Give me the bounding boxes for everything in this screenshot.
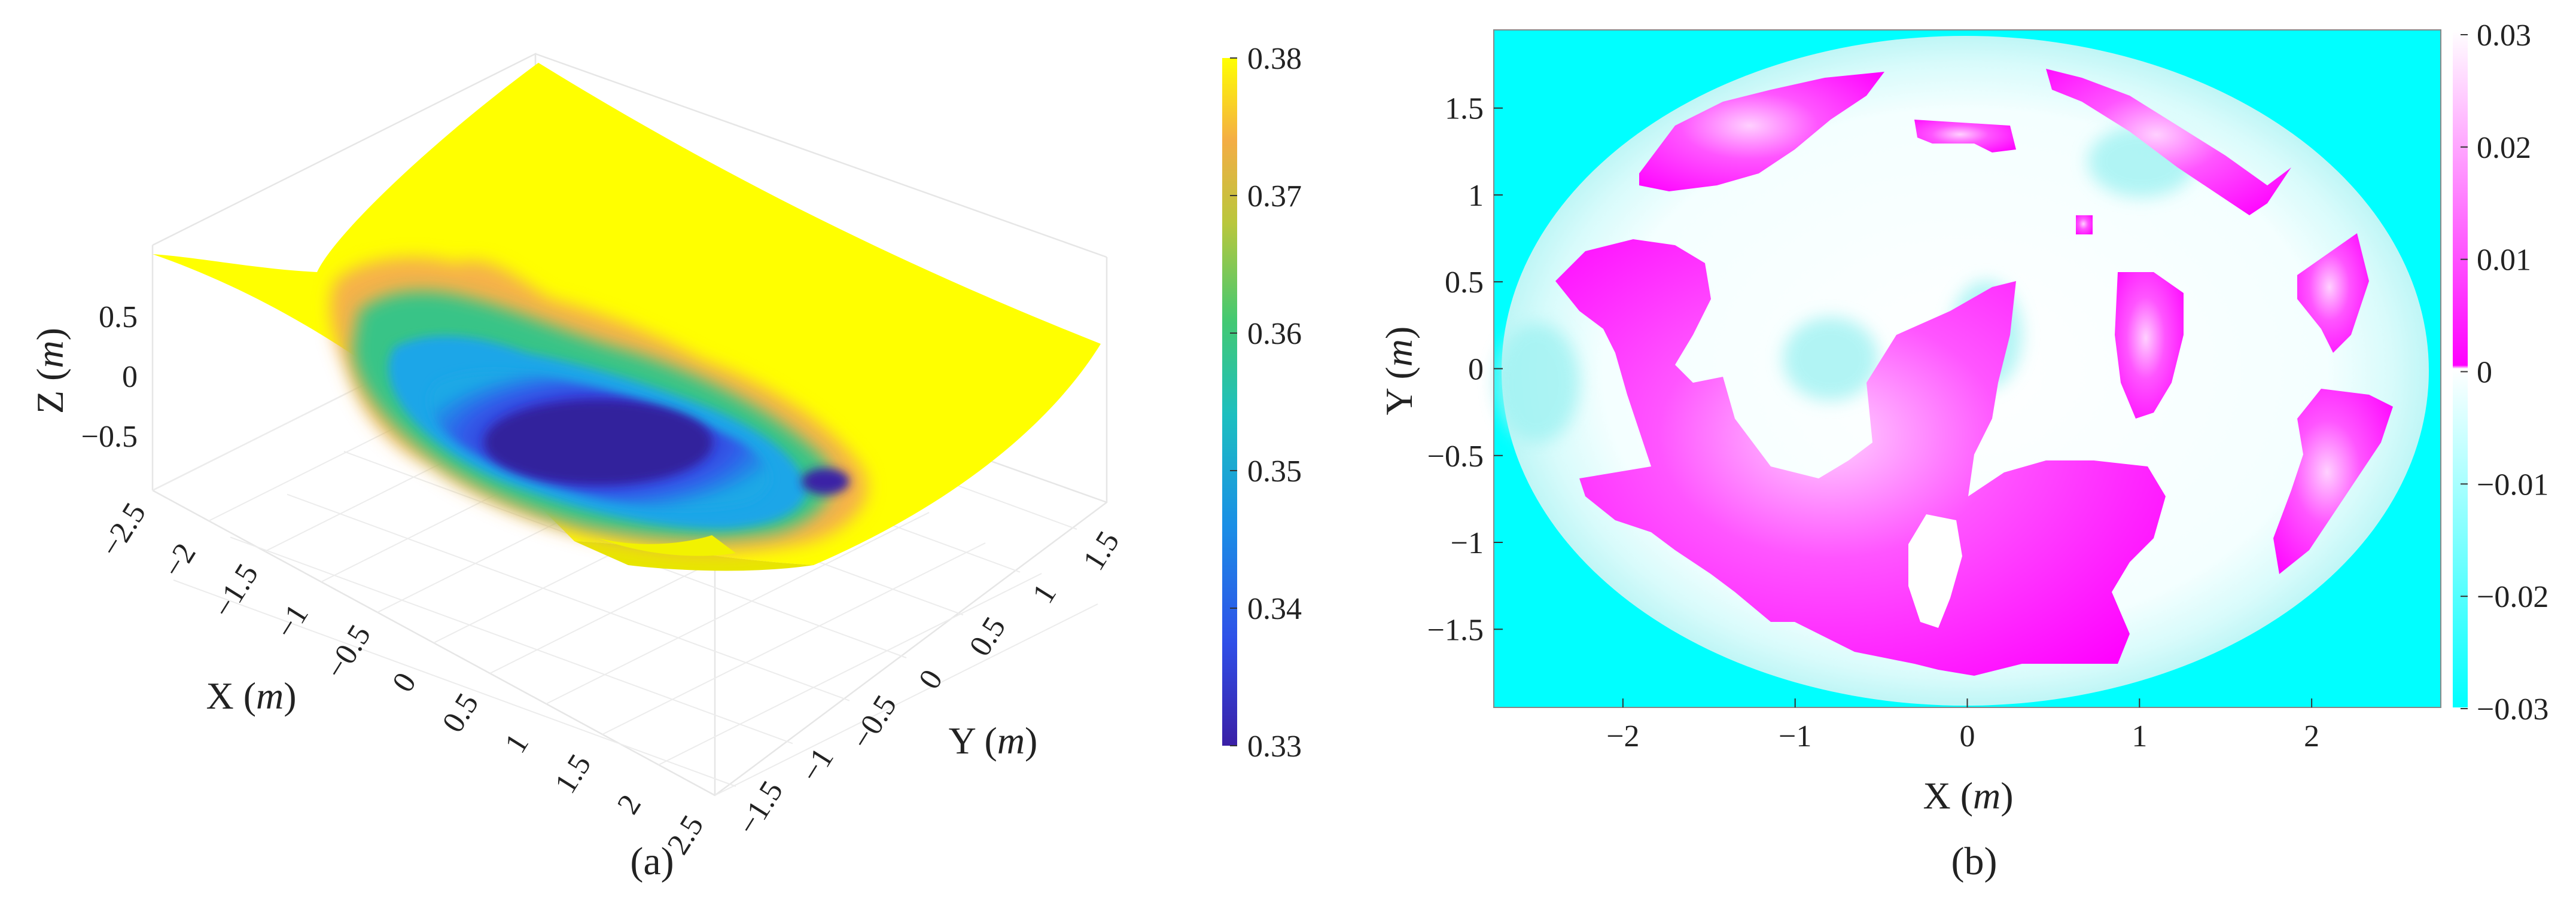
pink-main — [1555, 239, 2166, 676]
pink-right-low — [2273, 389, 2393, 574]
y-axis-label-b: Y (m) — [1378, 327, 1420, 416]
colorbar-tick-label: 0.34 — [1247, 592, 1302, 626]
x-tick-label: 2 — [611, 789, 648, 820]
pink-top-right — [2046, 69, 2291, 215]
x-tick-label: 0.5 — [436, 688, 486, 739]
y-tick-label: 1.5 — [1077, 526, 1126, 576]
x-tick-label: −1 — [269, 599, 315, 645]
y-tick-label: 1 — [1026, 578, 1063, 609]
x-tick-label: −2.5 — [94, 497, 153, 563]
pink-regions — [1555, 69, 2393, 676]
x-tick-label-b: 1 — [2132, 719, 2147, 753]
pink-top-mid — [1914, 120, 2016, 152]
z-tick-label: 0 — [122, 360, 138, 394]
pink-far-right — [2297, 233, 2369, 353]
y-tick-label-b: −1.5 — [1427, 613, 1484, 647]
x-tick-label: 0 — [386, 667, 423, 698]
grid-line-y — [287, 493, 850, 701]
grid-line-x — [714, 603, 1098, 796]
colorbar-tick-label-b: 0.03 — [2477, 19, 2531, 53]
panel-b-label: (b) — [1951, 840, 1998, 883]
colorbar-tick-label-b: 0 — [2477, 356, 2492, 390]
grid-line-x — [546, 512, 930, 704]
grid-line-x — [658, 573, 1042, 765]
y-tick-label-b: 0 — [1468, 353, 1484, 387]
panel-a: −2.5 −2 −1.5 −1 −0.5 00.511.522.5 −1.5−1−0.50… — [29, 42, 1302, 883]
y-tick-label-b: 1 — [1468, 179, 1484, 213]
colorbar-tick-label: 0.38 — [1247, 42, 1302, 76]
pink-dot — [2076, 215, 2093, 234]
x-tick-label-b: 0 — [1960, 719, 1975, 753]
colorbar-b — [2453, 30, 2468, 707]
region-deep-blue — [485, 401, 712, 484]
colorbar-tick-label: 0.33 — [1247, 730, 1302, 764]
y-tick-label: −1 — [794, 742, 841, 788]
y-tick-label: 0.5 — [963, 611, 1013, 662]
y-tick-label-b: 1.5 — [1445, 92, 1484, 126]
colorbar-tick-label-b: −0.01 — [2477, 468, 2548, 502]
y-tick-label-b: −1 — [1451, 526, 1484, 560]
y-tick-label-b: −0.5 — [1427, 440, 1484, 474]
x-tick-label-b: −1 — [1779, 719, 1811, 753]
y-tick-label: 0 — [912, 664, 949, 695]
x-tick-label-b: −2 — [1606, 719, 1639, 753]
x-ticks-b: −2 −1 0 1 2 — [1606, 698, 2319, 753]
colorbar-tick-label-b: −0.03 — [2477, 692, 2548, 727]
region-deep-blue-2 — [802, 468, 849, 495]
surface — [153, 63, 1101, 571]
y-tick-label: −0.5 — [845, 689, 903, 755]
grid-line-y — [173, 579, 736, 787]
x-tick-label: 1.5 — [549, 749, 598, 800]
colorbar-tick-label: 0.36 — [1247, 317, 1302, 351]
x-axis-label: X (m) — [206, 675, 296, 717]
y-ticks-b: 1.5 1 0.5 0 −0.5 −1 −1.5 — [1427, 92, 1503, 647]
pink-top-left — [1639, 72, 1884, 191]
y-tick-label-b: 0.5 — [1445, 266, 1484, 300]
colorbar-b-ticks: 0.03 0.02 0.01 0 −0.01 −0.02 −0.03 — [2461, 19, 2548, 727]
colorbar-a — [1222, 58, 1237, 746]
y-ticks: −1.5−1−0.5 0 0.5 1 1.5 — [731, 526, 1126, 841]
pink-right-blob — [2115, 272, 2184, 419]
grid-line-y — [230, 536, 793, 745]
colorbar-a-ticks: 0.38 0.37 0.36 0.35 0.34 0.33 — [1230, 42, 1302, 764]
colorbar-tick-label: 0.37 — [1247, 179, 1302, 213]
colorbar-tick-label-b: −0.02 — [2477, 580, 2548, 614]
z-tick-label: −0.5 — [81, 420, 138, 454]
x-axis-label-b: X (m) — [1923, 774, 2013, 817]
colorbar-tick-label: 0.35 — [1247, 454, 1302, 489]
white-hole — [1908, 514, 1962, 628]
panel-b: −2 −1 0 1 2 1.5 1 0.5 0 −0.5 −1 −1.5 X (m) Y (m) 0… — [1378, 19, 2548, 883]
surface-yellow — [153, 63, 1101, 565]
panel-a-label: (a) — [630, 840, 674, 883]
grid-line-x — [602, 542, 986, 735]
x-tick-label: −2 — [156, 538, 203, 584]
x-tick-label: −1.5 — [206, 558, 265, 624]
z-tick-label: 0.5 — [99, 300, 138, 334]
x-tick-label: 1 — [498, 728, 535, 759]
x-tick-label-b: 2 — [2304, 719, 2319, 753]
colorbar-tick-label-b: 0.02 — [2477, 131, 2531, 165]
y-axis-label: Y (m) — [949, 719, 1038, 762]
surface-front-edge — [598, 535, 736, 556]
colorbar-tick-label-b: 0.01 — [2477, 243, 2531, 277]
y-tick-label: −1.5 — [731, 775, 790, 841]
z-ticks: 0.5 0 −0.5 — [81, 300, 138, 454]
z-axis-label: Z (m) — [29, 328, 71, 414]
